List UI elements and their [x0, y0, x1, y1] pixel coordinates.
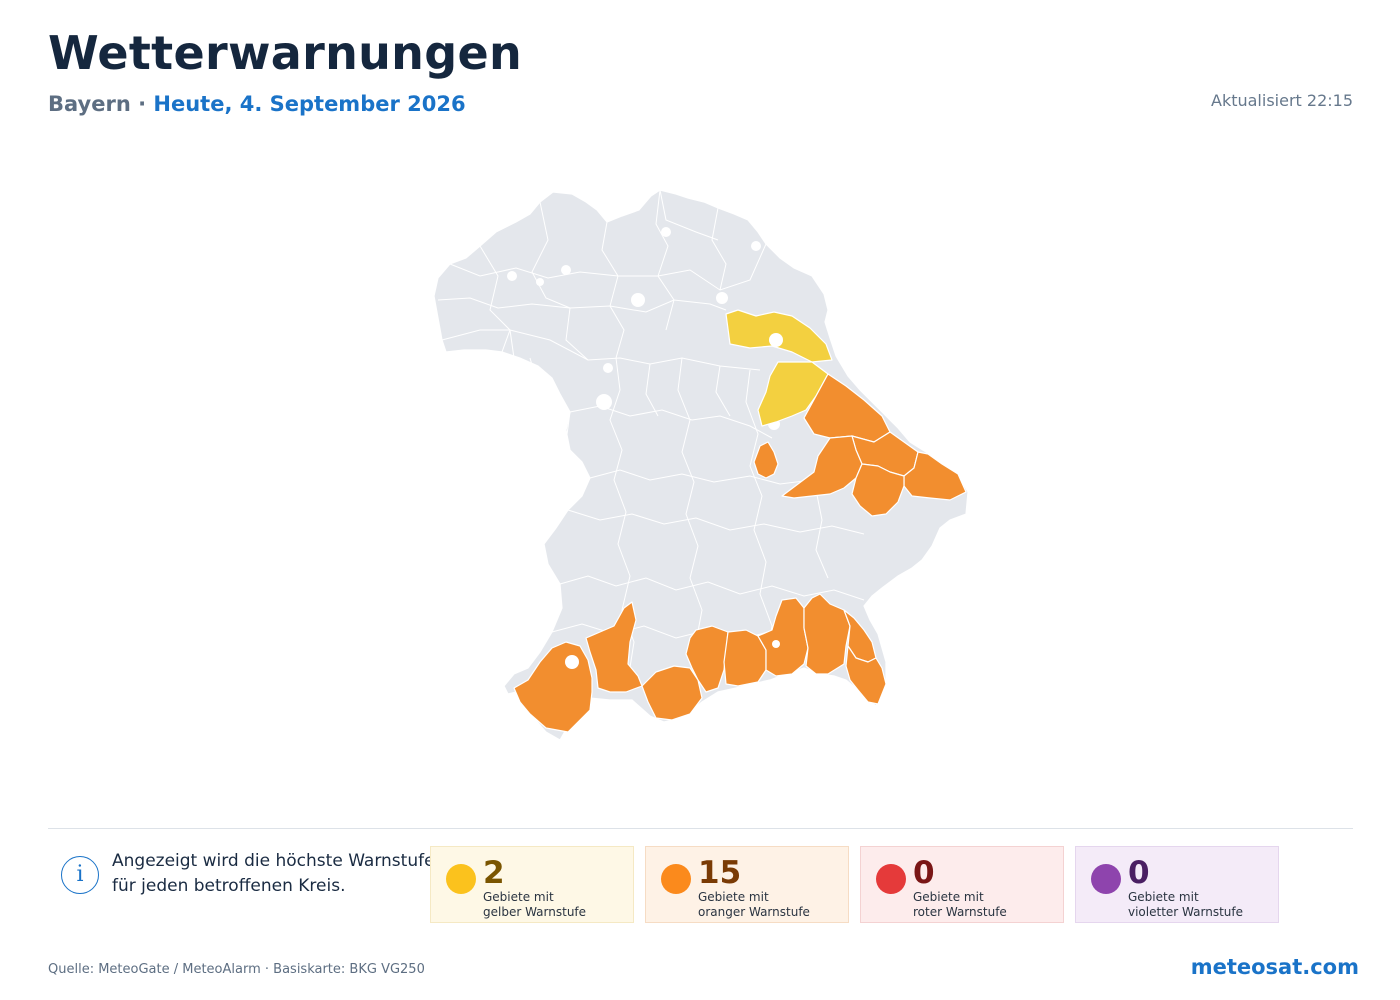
district-east-3: [903, 451, 967, 501]
district-border: [677, 357, 707, 681]
map-district-borders: [437, 189, 865, 681]
district-border: [645, 363, 659, 417]
map-warning-regions: [513, 309, 967, 733]
district-border: [601, 221, 625, 359]
subtitle: Bayern · Heute, 4. September 2026: [48, 92, 466, 116]
city-area: [561, 265, 571, 275]
city-area: [769, 333, 783, 347]
legend-count: 0: [913, 855, 935, 891]
district-border: [659, 189, 719, 241]
district-border: [479, 245, 511, 353]
city-area: [661, 227, 671, 237]
district-border: [745, 369, 773, 661]
district-south-1: [513, 641, 593, 733]
violet-dot-icon: [1091, 864, 1121, 894]
district-border: [509, 329, 515, 359]
city-area: [603, 363, 613, 373]
district-border: [531, 201, 589, 361]
district-south-7: [803, 593, 851, 675]
district-south-5: [723, 629, 767, 687]
legend-count: 15: [698, 855, 742, 891]
updated-timestamp: Aktualisiert 22:15: [1211, 91, 1353, 110]
red-dot-icon: [876, 864, 906, 894]
info-icon: i: [61, 856, 99, 894]
district-border: [437, 297, 727, 313]
district-south-3: [641, 665, 703, 721]
district-border: [815, 489, 829, 579]
orange-dot-icon: [661, 864, 691, 894]
legend-card-red: 0 Gebiete mit roter Warnstufe: [860, 846, 1064, 923]
date-label: Heute, 4. September 2026: [153, 92, 466, 116]
district-northeast-2: [757, 361, 829, 427]
legend-label: Gebiete mit oranger Warnstufe: [698, 890, 810, 919]
yellow-dot-icon: [446, 864, 476, 894]
district-south-4: [685, 625, 729, 693]
city-area: [751, 241, 761, 251]
legend-card-violet: 0 Gebiete mit violetter Warnstufe: [1075, 846, 1279, 923]
district-border: [559, 575, 865, 601]
district-border: [441, 329, 761, 371]
district-east-5: [851, 463, 905, 517]
city-area: [759, 463, 769, 473]
legend-label: Gebiete mit violetter Warnstufe: [1128, 890, 1243, 919]
district-east-4: [781, 435, 863, 499]
city-area: [507, 271, 517, 281]
city-area: [772, 640, 780, 648]
city-area: [536, 278, 544, 286]
district-south-9: [845, 645, 887, 705]
city-area: [716, 292, 728, 304]
legend-card-yellow: 2 Gebiete mit gelber Warnstufe: [430, 846, 634, 923]
city-area: [565, 655, 579, 669]
legend-label: Gebiete mit roter Warnstufe: [913, 890, 1007, 919]
page-title: Wetterwarnungen: [48, 26, 523, 80]
district-border: [567, 509, 865, 535]
legend-count: 2: [483, 855, 505, 891]
district-border: [449, 243, 767, 291]
brand-logo[interactable]: meteosat.com: [1190, 955, 1359, 979]
subtitle-separator: ·: [138, 92, 147, 116]
warning-map: [433, 189, 969, 741]
city-area: [631, 293, 645, 307]
source-attribution: Quelle: MeteoGate / MeteoAlarm · Basiska…: [48, 962, 425, 977]
district-border: [529, 357, 561, 395]
district-border: [655, 189, 675, 331]
district-border: [711, 207, 727, 291]
legend-card-orange: 15 Gebiete mit oranger Warnstufe: [645, 846, 849, 923]
district-border: [715, 365, 731, 417]
info-text: Angezeigt wird die höchste Warnstufe für…: [112, 851, 435, 896]
district-border: [565, 411, 581, 507]
city-area: [596, 394, 612, 410]
divider: [48, 828, 1353, 829]
legend-count: 0: [1128, 855, 1150, 891]
region-label: Bayern: [48, 92, 131, 116]
district-south-2: [585, 601, 643, 693]
legend-label: Gebiete mit gelber Warnstufe: [483, 890, 587, 919]
